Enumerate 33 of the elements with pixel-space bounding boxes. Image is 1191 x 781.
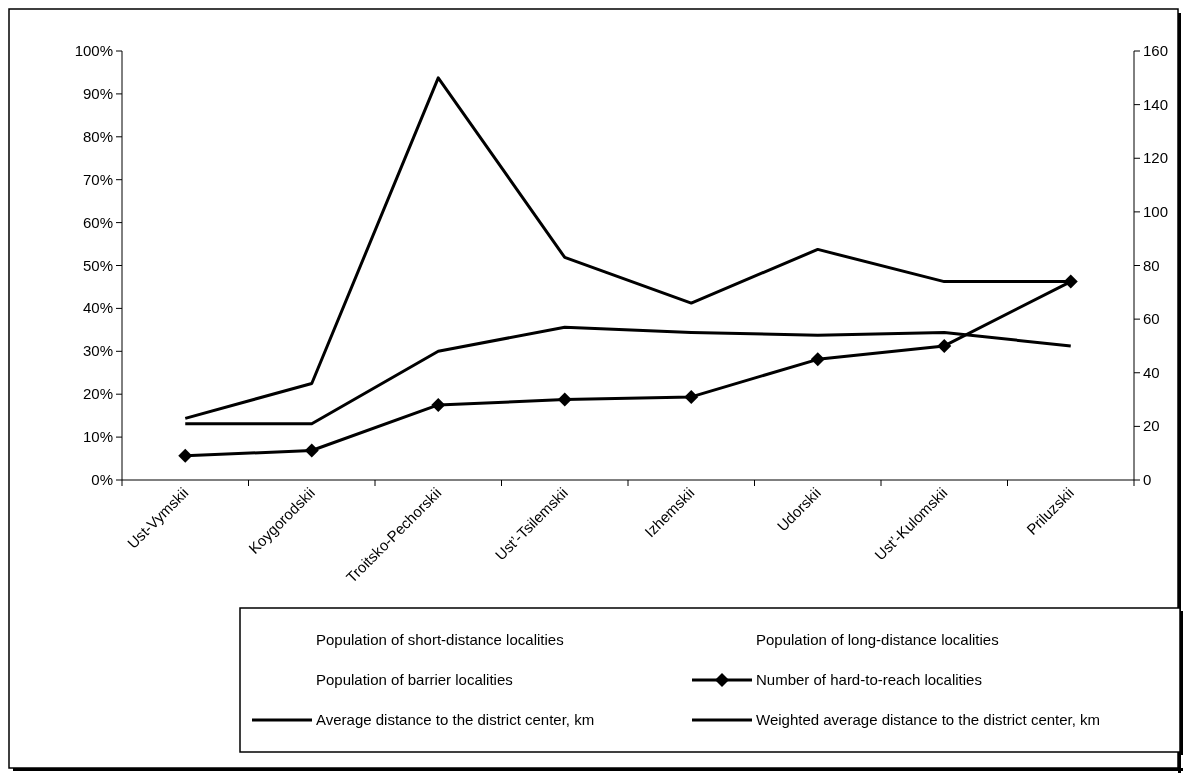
- y2-tick-label: 80: [1143, 256, 1160, 274]
- y-tick-label: 30%: [82, 342, 113, 360]
- y-tick-label: 20%: [82, 385, 113, 403]
- y2-tick-label: 140: [1143, 95, 1169, 113]
- point: [178, 448, 193, 463]
- point: [304, 443, 319, 458]
- legend-label: Weighted average distance to the district center, km: [756, 711, 1101, 728]
- y2-tick-label: 60: [1143, 310, 1160, 328]
- y2-tick-label: 160: [1143, 42, 1169, 59]
- point: [810, 352, 825, 367]
- y-tick-label: 70%: [82, 170, 113, 188]
- y-tick-label: 60%: [82, 213, 113, 231]
- y-tick-label: 0%: [91, 471, 113, 488]
- y-tick-label: 100%: [74, 42, 113, 59]
- y-tick-label: 10%: [82, 428, 113, 446]
- text: Population of short-distance localities: [316, 631, 564, 648]
- point: [937, 338, 952, 353]
- y-tick-label: 50%: [82, 256, 113, 274]
- y2-tick-label: 40: [1143, 363, 1160, 381]
- legend-label: Average distance to the district center, km: [316, 711, 595, 728]
- point: [431, 397, 446, 412]
- point: [557, 392, 572, 407]
- y2-tick-label: 120: [1143, 149, 1169, 167]
- text: Population of barrier localities: [316, 671, 513, 688]
- y-tick-label: 80%: [82, 127, 113, 145]
- y-tick-label: 90%: [82, 84, 113, 102]
- text: Population of long-distance localities: [756, 631, 999, 648]
- point: [684, 389, 699, 404]
- y2-tick-label: 100: [1143, 202, 1169, 220]
- y-tick-label: 40%: [82, 299, 113, 317]
- y2-tick-label: 0: [1143, 471, 1152, 488]
- legend-label: Number of hard-to-reach localities: [756, 671, 982, 688]
- y2-tick-label: 20: [1143, 417, 1160, 435]
